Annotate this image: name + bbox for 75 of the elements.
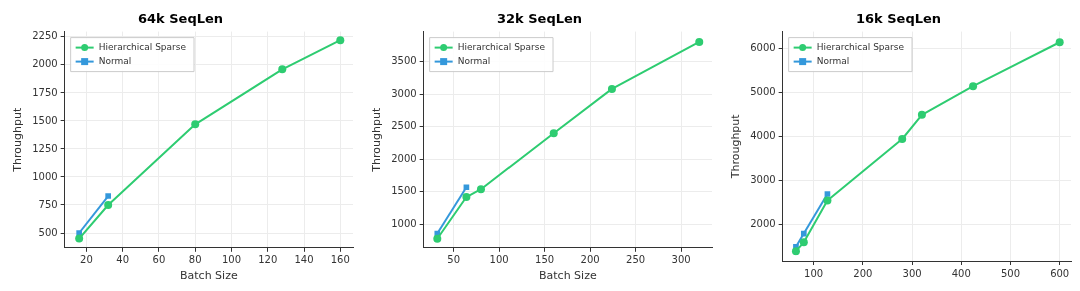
legend-label: Hierarchical Sparse — [457, 41, 546, 52]
y-axis-title: Throughput — [370, 107, 384, 173]
x-tick-label: 120 — [258, 254, 278, 266]
chart-title: 16k SeqLen — [855, 11, 942, 27]
y-tick-label: 2500 — [391, 120, 417, 132]
point — [1055, 38, 1064, 47]
point — [898, 135, 907, 143]
point — [75, 234, 84, 243]
y-tick-label: 3000 — [750, 174, 776, 186]
x-tick-label: 140 — [294, 254, 314, 266]
point — [476, 185, 485, 194]
y-tick-label: 750 — [38, 198, 58, 210]
point — [463, 184, 470, 191]
point — [824, 191, 831, 197]
x-tick-label: 100 — [489, 254, 509, 266]
y-tick-label: 1250 — [32, 142, 58, 154]
legend-label: Normal — [98, 55, 132, 66]
y-tick-label: 2000 — [32, 58, 58, 70]
y-tick-label: 2250 — [32, 30, 58, 42]
y-tick-label: 1000 — [32, 170, 58, 182]
legend-label: Hierarchical Sparse — [98, 41, 187, 52]
point — [278, 65, 287, 74]
x-axis-title: Batch Size — [538, 269, 597, 283]
y-tick-label: 2000 — [750, 218, 776, 230]
x-tick-label: 200 — [580, 254, 600, 266]
x-tick-label: 160 — [330, 254, 350, 266]
x-tick-label: 300 — [671, 254, 691, 266]
y-tick-label: 4000 — [750, 130, 776, 142]
x-tick-label: 250 — [626, 254, 646, 266]
x-tick-label: 150 — [535, 254, 555, 266]
point — [799, 238, 808, 247]
x-axis-title: Batch Size — [179, 269, 238, 283]
x-tick-label: 20 — [80, 254, 93, 266]
x-tick-label: 600 — [1050, 267, 1070, 279]
y-axis-title: Throughput — [729, 113, 743, 180]
legend-label: Hierarchical Sparse — [816, 41, 905, 52]
point — [104, 200, 113, 209]
point — [695, 37, 704, 46]
x-tick-label: 100 — [804, 267, 824, 279]
point — [549, 129, 558, 138]
chart-title: 64k SeqLen — [137, 11, 224, 27]
point — [105, 193, 111, 199]
point — [462, 193, 471, 202]
x-tick-label: 200 — [853, 267, 873, 279]
y-tick-label: 6000 — [750, 42, 776, 54]
y-tick-label: 500 — [38, 226, 58, 238]
y-tick-label: 1000 — [391, 218, 417, 229]
y-tick-label: 5000 — [750, 86, 776, 98]
point — [800, 230, 807, 237]
point — [433, 234, 442, 243]
chart-title: 32k SeqLen — [496, 11, 583, 27]
y-tick-label: 1500 — [391, 185, 417, 197]
x-tick-label: 400 — [951, 267, 971, 279]
y-tick-label: 1500 — [32, 114, 58, 126]
x-tick-label: 50 — [447, 254, 461, 266]
x-tick-label: 60 — [152, 254, 166, 266]
legend-label: Normal — [816, 55, 850, 66]
point — [823, 196, 832, 205]
x-tick-label: 300 — [902, 267, 922, 279]
point — [791, 247, 800, 256]
point — [917, 110, 926, 119]
point — [336, 36, 345, 45]
x-tick-label: 80 — [188, 254, 202, 266]
y-tick-label: 1750 — [32, 86, 58, 98]
x-tick-label: 500 — [1000, 267, 1021, 279]
y-tick-label: 2000 — [391, 152, 417, 164]
point — [191, 120, 200, 129]
y-tick-label: 3000 — [391, 87, 417, 99]
x-tick-label: 100 — [221, 254, 242, 266]
point — [969, 82, 978, 91]
legend-label: Normal — [457, 55, 491, 66]
y-axis-title: Throughput — [11, 107, 25, 173]
point — [607, 84, 616, 93]
x-tick-label: 40 — [116, 254, 130, 266]
y-tick-label: 3500 — [391, 55, 417, 67]
